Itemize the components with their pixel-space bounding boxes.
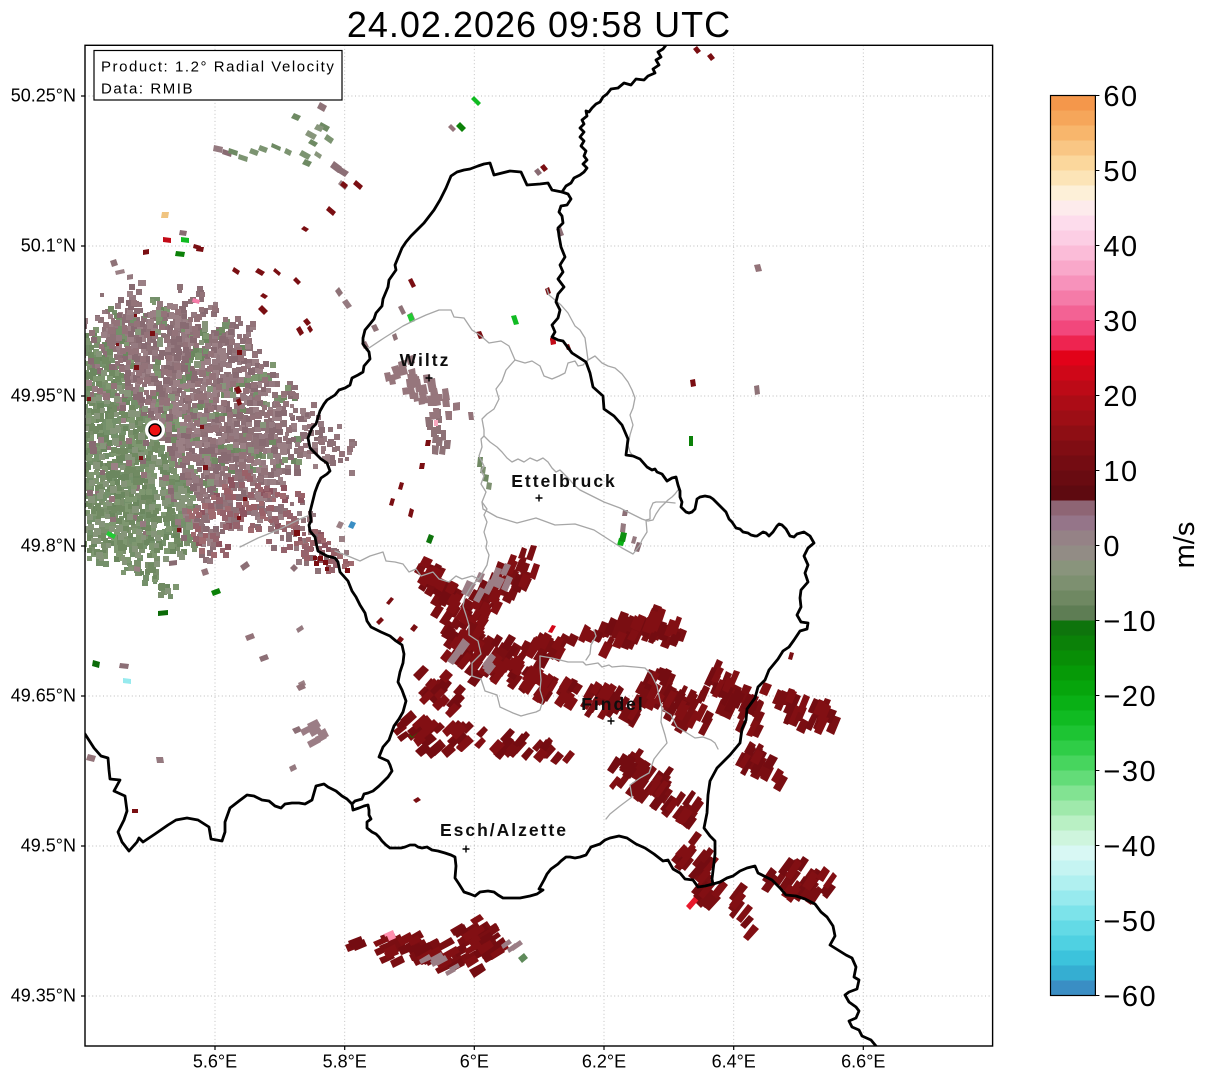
svg-text:6.2°E: 6.2°E [582,1052,626,1072]
svg-text:5.8°E: 5.8°E [323,1052,367,1072]
svg-text:49.95°N: 49.95°N [11,386,76,406]
svg-text:49.65°N: 49.65°N [11,686,76,706]
svg-text:Wiltz: Wiltz [400,350,451,370]
svg-text:6°E: 6°E [460,1052,489,1072]
svg-text:24.02.2026 09:58 UTC: 24.02.2026 09:58 UTC [347,4,731,45]
svg-text:60: 60 [1103,81,1138,113]
svg-text:40: 40 [1103,231,1138,263]
svg-text:−60: −60 [1103,981,1157,1013]
svg-text:Ettelbruck: Ettelbruck [511,471,617,491]
svg-text:6.4°E: 6.4°E [712,1052,756,1072]
svg-text:50.25°N: 50.25°N [11,86,76,106]
svg-text:50: 50 [1103,156,1138,188]
svg-text:49.8°N: 49.8°N [21,536,76,556]
svg-text:30: 30 [1103,306,1138,338]
svg-text:−10: −10 [1103,606,1157,638]
svg-text:5.6°E: 5.6°E [193,1052,237,1072]
svg-text:Data: RMIB: Data: RMIB [101,81,194,98]
svg-text:10: 10 [1103,456,1138,488]
svg-text:−30: −30 [1103,756,1157,788]
svg-text:Product: 1.2° Radial Velocity: Product: 1.2° Radial Velocity [101,59,335,76]
svg-text:6.6°E: 6.6°E [841,1052,885,1072]
svg-text:m/s: m/s [1169,522,1201,569]
svg-text:50.1°N: 50.1°N [21,236,76,256]
svg-text:49.5°N: 49.5°N [21,836,76,856]
svg-text:20: 20 [1103,381,1138,413]
svg-text:−40: −40 [1103,831,1157,863]
svg-text:Esch/Alzette: Esch/Alzette [440,820,568,840]
svg-text:49.35°N: 49.35°N [11,986,76,1006]
svg-text:−50: −50 [1103,906,1157,938]
svg-text:Findel: Findel [581,694,645,714]
svg-text:−20: −20 [1103,681,1157,713]
svg-text:0: 0 [1103,531,1121,563]
